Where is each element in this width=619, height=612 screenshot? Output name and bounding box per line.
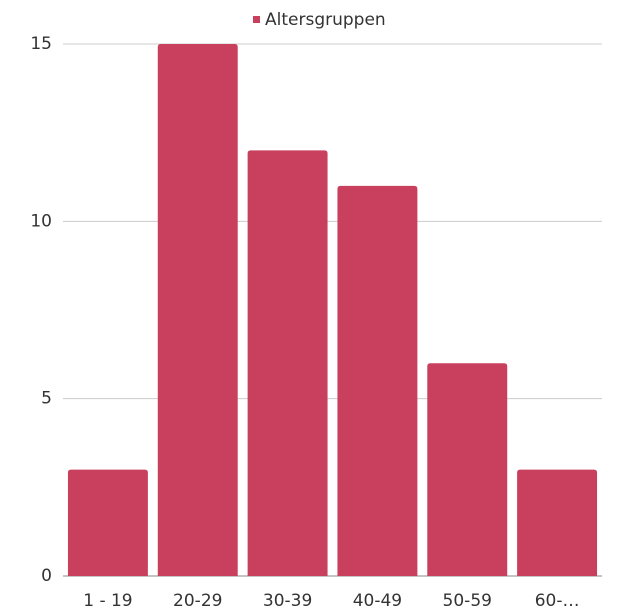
x-tick-label: 50-59 (443, 591, 492, 611)
x-tick-label: 1 - 19 (83, 591, 132, 611)
bar (247, 150, 328, 576)
legend-label: Altersgruppen (265, 10, 386, 30)
x-tick-label: 20-29 (173, 591, 222, 611)
y-tick-label: 15 (30, 34, 52, 54)
x-tick-label: 30-39 (263, 591, 312, 611)
legend-swatch (253, 16, 260, 23)
bar (337, 185, 418, 576)
bar (67, 469, 148, 576)
y-tick-label: 10 (30, 211, 52, 231)
x-tick-label: 60-… (535, 591, 580, 611)
bar (427, 363, 508, 576)
bar (517, 469, 598, 576)
bar (157, 44, 238, 576)
y-tick-label: 5 (41, 389, 52, 409)
y-tick-label: 0 (41, 566, 52, 586)
x-tick-label: 40-49 (353, 591, 402, 611)
